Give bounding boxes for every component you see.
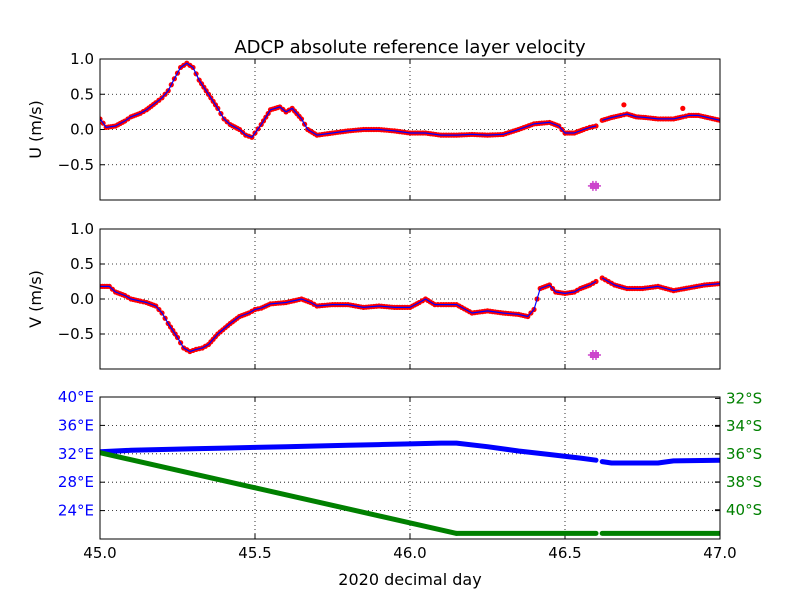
- y-tick-label: 32°E: [58, 445, 94, 463]
- x-axis-label: 2020 decimal day: [338, 570, 481, 589]
- series-line: [602, 113, 720, 121]
- x-tick-label: 46.5: [548, 544, 581, 562]
- position-track: [100, 450, 459, 536]
- x-tick-label: 47.0: [703, 544, 736, 562]
- position-track: [100, 440, 599, 463]
- y-tick-label: 28°E: [58, 473, 94, 491]
- y-tick-label: −0.5: [58, 325, 94, 343]
- series-group: [100, 60, 720, 191]
- plot-layer: 1.0 0.5 0.0 −0.5 U (m/s) 1.0 0.5 0.0 −0.5 V (m/s)…: [26, 50, 762, 562]
- data-point: [593, 123, 599, 129]
- panel-1: 1.0 0.5 0.0 −0.5 U (m/s): [26, 50, 721, 201]
- right-y-tick-label: 32°S: [726, 389, 762, 407]
- y-tick-label: 0.5: [70, 255, 94, 273]
- y-axis-label: U (m/s): [26, 100, 45, 159]
- right-y-tick-label: 36°S: [726, 445, 762, 463]
- y-tick-label: 40°E: [58, 388, 94, 406]
- y-tick-label: 0.0: [70, 121, 94, 139]
- chart-title: ADCP absolute reference layer velocity: [234, 37, 586, 58]
- x-tick-label: 45.0: [83, 544, 116, 562]
- y-tick-label: 36°E: [58, 416, 94, 434]
- outlier-point: [621, 102, 627, 108]
- right-y-tick-label: 34°S: [726, 417, 762, 435]
- series-line: [601, 277, 720, 292]
- series-group: [100, 275, 720, 360]
- marker-square: [593, 352, 599, 358]
- series-line: [100, 280, 597, 353]
- right-y-tick-label: 40°S: [726, 501, 762, 519]
- y-tick-label: 1.0: [70, 220, 94, 238]
- outlier-point: [680, 105, 686, 111]
- x-tick-label: 45.5: [238, 544, 271, 562]
- y-tick-label: 24°E: [58, 502, 94, 520]
- y-tick-label: 1.0: [70, 50, 94, 68]
- position-track: [599, 457, 720, 466]
- axes-frame: [99, 228, 721, 370]
- y-tick-label: −0.5: [58, 156, 94, 174]
- y-axis-label: V (m/s): [26, 270, 45, 328]
- series-group: [100, 440, 720, 536]
- panel-3: 40°E 36°E 32°E 28°E 24°E 32°S 34°S 36°S 38°S 40°S…: [58, 388, 762, 562]
- series-line: [100, 62, 597, 138]
- y-tick-label: 0.0: [70, 290, 94, 308]
- marker-square: [593, 182, 599, 189]
- axes-frame: [99, 396, 721, 540]
- right-y-tick-label: 38°S: [726, 473, 762, 491]
- y-tick-label: 0.5: [70, 85, 94, 103]
- axes-frame: [99, 58, 721, 201]
- x-tick-label: 46.0: [393, 544, 426, 562]
- panel-2: 1.0 0.5 0.0 −0.5 V (m/s): [26, 220, 721, 370]
